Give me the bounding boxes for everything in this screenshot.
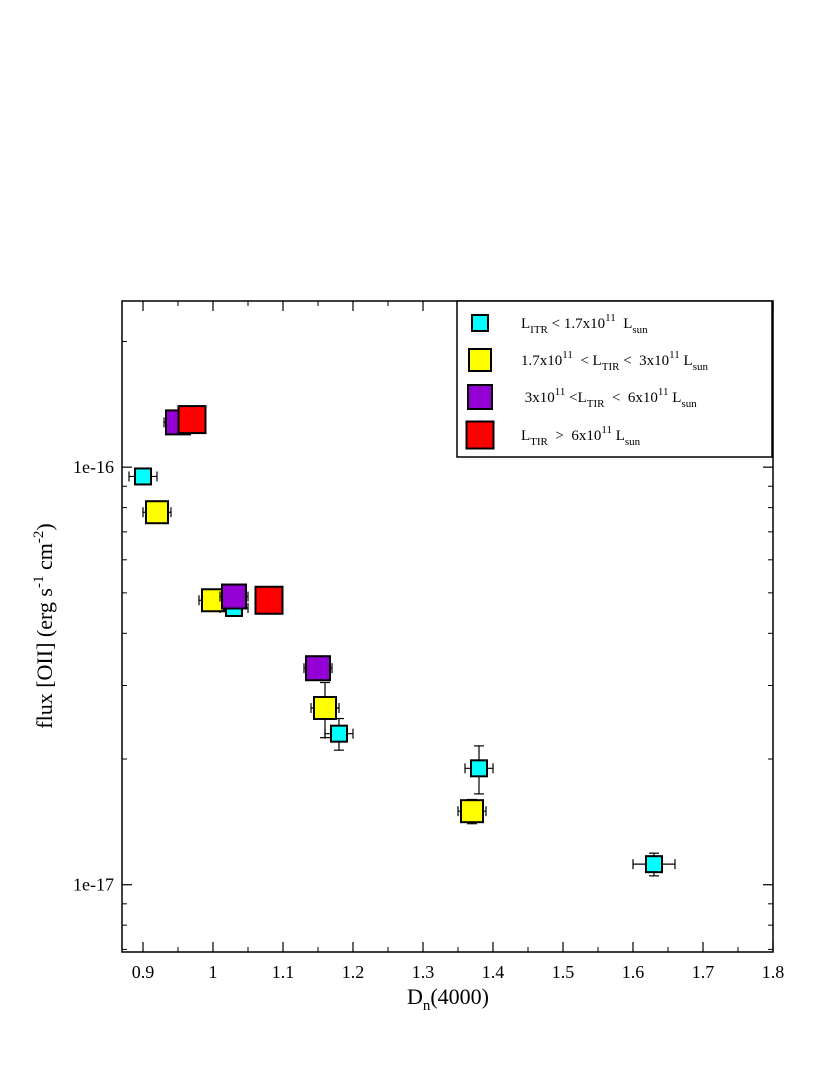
legend-label-part: L (521, 316, 530, 332)
legend-label: 3x1011 <LTIR < 6x1011 Lsun (521, 386, 697, 410)
x-tick-label: 1 (209, 962, 218, 982)
legend-marker (467, 384, 493, 410)
legend-label-part: 11 (555, 386, 566, 398)
y-tick-label: 1e-17 (73, 875, 114, 895)
legend-label-part: L (612, 428, 625, 444)
data-point (201, 588, 225, 613)
legend-label-part: < L (573, 353, 602, 369)
y-title-part: ) (32, 523, 57, 530)
series-4 (177, 405, 284, 615)
x-tick-label: 1.7 (692, 962, 715, 982)
data-point (134, 467, 152, 486)
series-3 (163, 409, 333, 682)
legend-label-part: < 6x10 (604, 390, 657, 406)
x-tick-label: 1.2 (342, 962, 365, 982)
data-point (330, 724, 348, 743)
legend-label-part: TIR (587, 398, 605, 410)
legend-label-part: 3x10 (521, 390, 555, 406)
data-point (145, 500, 169, 525)
legend-label-part: sun (625, 436, 641, 448)
x-tick-label: 1.4 (482, 962, 505, 982)
x-title-sub: n (423, 998, 431, 1014)
legend-label-part: < 3x10 (619, 353, 669, 369)
legend-marker (465, 420, 495, 450)
legend-label: LTIR > 6x1011 Lsun (521, 424, 641, 448)
x-tick-label: 1.6 (622, 962, 645, 982)
legend-label-part: > 6x10 (548, 428, 601, 444)
legend-label-part: ITR (530, 324, 548, 336)
data-point (313, 695, 337, 720)
legend-label-part: <L (565, 390, 586, 406)
legend-label: 1.7x1011 < LTIR < 3x1011 Lsun (521, 349, 708, 373)
x-tick-label: 1.1 (272, 962, 295, 982)
data-point (645, 855, 663, 874)
legend-label-part: L (669, 390, 682, 406)
legend-label-part: TIR (530, 436, 548, 448)
x-tick-label: 0.9 (132, 962, 155, 982)
x-title-base: D (407, 984, 423, 1009)
legend-label: LITR < 1.7x1011 Lsun (521, 312, 648, 336)
legend-label-part: 11 (605, 312, 616, 324)
y-title-part: -1 (31, 576, 47, 589)
legend-box (456, 300, 773, 458)
y-title-part: cm (32, 543, 57, 575)
legend-label-part: 1.7x10 (521, 353, 562, 369)
x-title-rest: (4000) (430, 984, 489, 1009)
legend-label-part: 11 (601, 424, 612, 436)
legend-label-part: 11 (669, 349, 680, 361)
legend-marker (468, 348, 492, 372)
legend-label-part: sun (681, 398, 697, 410)
x-tick-label: 1.3 (412, 962, 435, 982)
y-title-part: flux [OII] (erg s (32, 588, 57, 729)
series-1 (128, 467, 676, 877)
legend-label-part: L (521, 428, 530, 444)
data-point (305, 655, 331, 682)
legend-label-part: L (616, 316, 633, 332)
y-axis-title: flux [OII] (erg s-1 cm-2) (31, 523, 57, 728)
x-tick-label: 1.8 (762, 962, 785, 982)
y-title-part: -2 (31, 531, 47, 544)
plot-frame (121, 300, 774, 953)
legend-label-part: 11 (658, 386, 669, 398)
x-axis-title: Dn(4000) (407, 984, 489, 1014)
legend-label-part: sun (632, 324, 648, 336)
plot-marks (128, 405, 676, 877)
data-point (470, 759, 488, 778)
data-point (177, 405, 207, 435)
data-point (254, 585, 284, 615)
legend-label-part: L (680, 353, 693, 369)
data-point (460, 799, 484, 824)
legend-label-part: sun (693, 361, 709, 373)
legend-label-part: 11 (562, 349, 573, 361)
y-axis: 1e-16 1e-17 (73, 340, 773, 950)
series-2 (142, 500, 487, 825)
x-tick-label: 1.5 (552, 962, 575, 982)
data-point (221, 583, 247, 610)
legend-marker (471, 314, 489, 332)
y-tick-label: 1e-16 (73, 457, 114, 477)
legend-label-part: < 1.7x10 (548, 316, 605, 332)
legend-label-part: TIR (602, 361, 620, 373)
